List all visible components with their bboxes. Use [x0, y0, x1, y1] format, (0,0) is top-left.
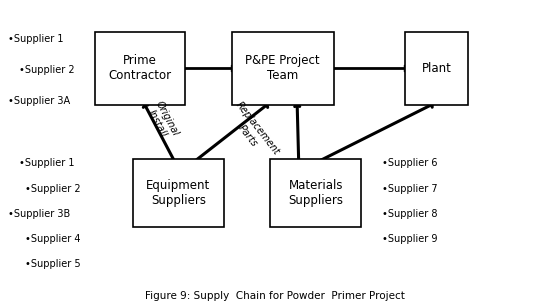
Text: Prime
Contractor: Prime Contractor [109, 55, 171, 83]
Text: •Supplier 1: •Supplier 1 [19, 158, 75, 168]
FancyBboxPatch shape [405, 32, 468, 105]
Text: Plant: Plant [422, 62, 451, 75]
FancyBboxPatch shape [270, 159, 361, 227]
Text: Original
Install: Original Install [143, 99, 181, 143]
FancyBboxPatch shape [133, 159, 224, 227]
Text: Equipment
Suppliers: Equipment Suppliers [146, 179, 211, 207]
Text: Materials
Suppliers: Materials Suppliers [288, 179, 343, 207]
Text: •Supplier 3B: •Supplier 3B [8, 209, 70, 219]
Text: •Supplier 5: •Supplier 5 [25, 259, 80, 269]
Text: •Supplier 4: •Supplier 4 [25, 234, 80, 244]
Text: •Supplier 6: •Supplier 6 [382, 158, 437, 168]
Text: •Supplier 3A: •Supplier 3A [8, 96, 70, 106]
Text: Figure 9: Supply  Chain for Powder  Primer Project: Figure 9: Supply Chain for Powder Primer… [144, 291, 405, 301]
Text: Replacement
Parts: Replacement Parts [224, 100, 281, 164]
FancyBboxPatch shape [232, 32, 333, 105]
Text: •Supplier 2: •Supplier 2 [19, 65, 75, 75]
Text: P&PE Project
Team: P&PE Project Team [245, 55, 320, 83]
Text: •Supplier 7: •Supplier 7 [382, 184, 437, 193]
Text: •Supplier 9: •Supplier 9 [382, 234, 437, 244]
Text: •Supplier 2: •Supplier 2 [25, 184, 80, 193]
Text: •Supplier 8: •Supplier 8 [382, 209, 437, 219]
Text: •Supplier 1: •Supplier 1 [8, 34, 64, 44]
FancyBboxPatch shape [94, 32, 186, 105]
